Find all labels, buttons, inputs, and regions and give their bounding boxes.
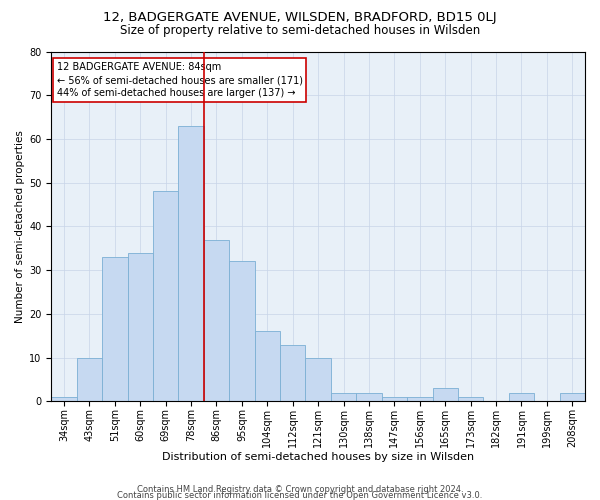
- Y-axis label: Number of semi-detached properties: Number of semi-detached properties: [15, 130, 25, 323]
- Bar: [509, 392, 534, 402]
- Text: Size of property relative to semi-detached houses in Wilsden: Size of property relative to semi-detach…: [120, 24, 480, 37]
- Bar: [229, 262, 254, 402]
- Bar: [77, 358, 102, 402]
- Bar: [204, 240, 229, 402]
- Bar: [560, 392, 585, 402]
- Text: Contains public sector information licensed under the Open Government Licence v3: Contains public sector information licen…: [118, 490, 482, 500]
- Bar: [280, 344, 305, 402]
- Bar: [102, 257, 128, 402]
- Text: 12, BADGERGATE AVENUE, WILSDEN, BRADFORD, BD15 0LJ: 12, BADGERGATE AVENUE, WILSDEN, BRADFORD…: [103, 12, 497, 24]
- Bar: [254, 332, 280, 402]
- Bar: [153, 192, 178, 402]
- Bar: [407, 397, 433, 402]
- Bar: [458, 397, 484, 402]
- Bar: [305, 358, 331, 402]
- Bar: [178, 126, 204, 402]
- Bar: [382, 397, 407, 402]
- Text: Contains HM Land Registry data © Crown copyright and database right 2024.: Contains HM Land Registry data © Crown c…: [137, 484, 463, 494]
- X-axis label: Distribution of semi-detached houses by size in Wilsden: Distribution of semi-detached houses by …: [162, 452, 474, 462]
- Bar: [433, 388, 458, 402]
- Bar: [331, 392, 356, 402]
- Bar: [128, 252, 153, 402]
- Bar: [356, 392, 382, 402]
- Text: 12 BADGERGATE AVENUE: 84sqm
← 56% of semi-detached houses are smaller (171)
44% : 12 BADGERGATE AVENUE: 84sqm ← 56% of sem…: [56, 62, 302, 98]
- Bar: [51, 397, 77, 402]
